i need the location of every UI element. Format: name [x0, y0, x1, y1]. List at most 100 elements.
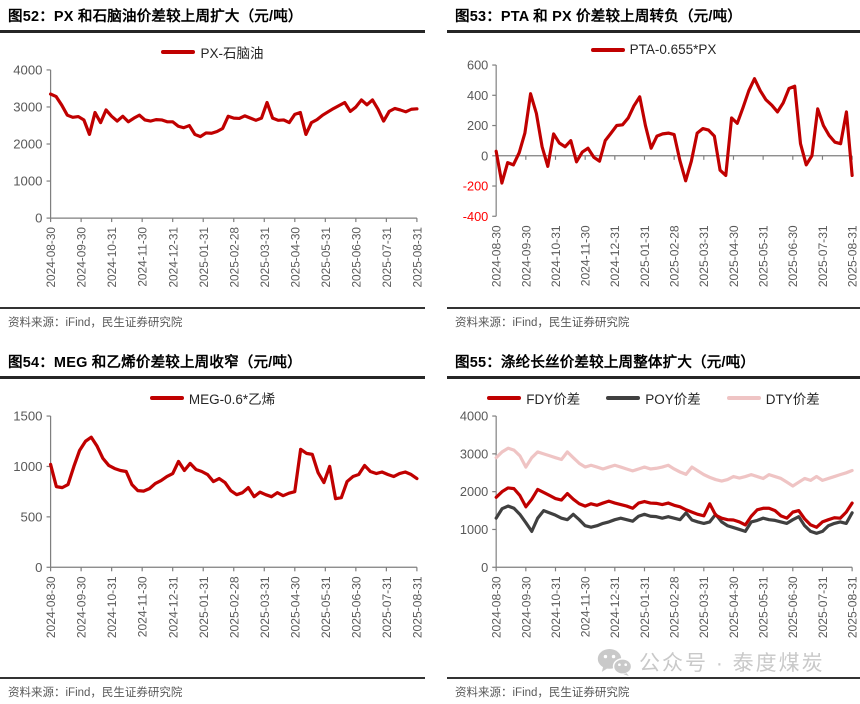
x-tick-label: 2024-11-30 — [579, 225, 593, 286]
x-tick-label: 2025-03-31 — [697, 576, 711, 638]
legend-item: PX-石脑油 — [161, 42, 264, 62]
y-tick-label: -400 — [463, 209, 489, 224]
x-tick-label: 2025-07-31 — [380, 227, 394, 288]
axes: 0 1000 2000 3000 4000 2024-08-30 2024-09-30 202… — [460, 410, 860, 638]
y-tick-label: 2000 — [13, 137, 42, 152]
axes: 0 500 1000 1500 2024-08-30 2024-09-30 2024-10-… — [13, 410, 424, 638]
legend-swatch — [726, 396, 761, 400]
line-chart-pta-px-spread: -400 -200 0 200 400 600 2024-08-30 2024-09-30 20… — [463, 59, 860, 287]
line-chart-px-naphtha-spread: 0 1000 2000 3000 4000 2024-08-30 2024-09-30 202… — [13, 64, 424, 288]
x-tick-label: 2025-05-31 — [319, 576, 333, 638]
x-tick-label: 2024-08-30 — [490, 225, 504, 287]
x-tick-label: 2024-12-31 — [608, 225, 622, 287]
x-tick-label: 2024-09-30 — [75, 227, 89, 288]
legend-label: PTA-0.655*PX — [629, 42, 717, 57]
x-tick-label: 2024-11-30 — [136, 576, 150, 637]
x-tick-label: 2025-04-30 — [288, 227, 302, 288]
legend-item: DTY价差 — [726, 388, 820, 408]
x-tick-label: 2024-10-31 — [105, 576, 119, 638]
figure-panel-52: 图52：PX 和石脑油价差较上周扩大（元/吨） PX-石脑油 0 1000 2000… — [0, 0, 425, 334]
y-tick-label: 1000 — [460, 522, 488, 537]
x-tick-label: 2025-04-30 — [727, 576, 741, 638]
series-MEG-0.6*乙烯 — [48, 435, 419, 501]
x-tick-label: 2025-08-31 — [846, 576, 860, 638]
figure-title: 图55：涤纶长丝价差较上周整体扩大（元/吨） — [447, 346, 860, 379]
legend: PTA-0.655*PX — [447, 42, 860, 57]
y-tick-label: 400 — [467, 88, 488, 103]
y-tick-label: 3000 — [460, 446, 488, 461]
x-tick-label: 2024-10-31 — [549, 576, 563, 638]
source-note: 资料来源：iFind，民生证券研究院 — [0, 307, 425, 334]
x-tick-label: 2024-09-30 — [519, 576, 533, 638]
legend-swatch — [149, 396, 184, 400]
series-PX-石脑油 — [48, 92, 419, 139]
y-tick-label: 0 — [481, 560, 488, 575]
x-tick-label: 2024-12-31 — [166, 227, 180, 288]
source-note: 资料来源：iFind，民生证券研究院 — [0, 677, 425, 704]
y-tick-label: 4000 — [460, 410, 488, 424]
x-tick-label: 2025-04-30 — [727, 225, 741, 287]
legend-label: DTY价差 — [765, 392, 820, 407]
x-tick-label: 2025-01-31 — [197, 576, 211, 638]
x-tick-label: 2024-08-30 — [44, 576, 58, 638]
x-tick-label: 2025-05-31 — [757, 225, 771, 287]
y-tick-label: 0 — [481, 148, 488, 163]
x-tick-label: 2025-02-28 — [668, 225, 682, 287]
y-tick-label: 200 — [467, 118, 488, 133]
x-tick-label: 2024-10-31 — [549, 225, 563, 287]
axes: 0 1000 2000 3000 4000 2024-08-30 2024-09-30 202… — [13, 64, 424, 288]
legend-swatch — [161, 50, 196, 54]
source-note: 资料来源：iFind，民生证券研究院 — [447, 677, 860, 704]
y-tick-label: 4000 — [13, 64, 42, 77]
x-tick-label: 2025-01-31 — [197, 227, 211, 288]
line-chart-polyester-filament-spread: 0 1000 2000 3000 4000 2024-08-30 2024-09-30 202… — [460, 410, 860, 638]
x-tick-label: 2024-11-30 — [579, 576, 593, 637]
x-tick-label: 2024-10-31 — [105, 227, 119, 288]
x-tick-label: 2024-08-30 — [44, 227, 58, 288]
legend-label: PX-石脑油 — [200, 46, 264, 61]
x-tick-label: 2025-06-30 — [349, 576, 363, 638]
legend-item: FDY价差 — [487, 388, 580, 408]
legend: MEG-0.6*乙烯 — [0, 388, 425, 408]
x-tick-label: 2025-02-28 — [227, 227, 241, 288]
figure-title: 图54：MEG 和乙烯价差较上周收窄（元/吨） — [0, 346, 425, 379]
x-tick-label: 2025-02-28 — [227, 576, 241, 638]
y-tick-label: 2000 — [460, 484, 488, 499]
y-tick-label: 3000 — [13, 100, 42, 115]
figure-title: 图53：PTA 和 PX 价差较上周转负（元/吨） — [447, 0, 860, 33]
y-tick-label: 0 — [35, 211, 42, 226]
x-tick-label: 2025-04-30 — [288, 576, 302, 638]
x-tick-label: 2025-06-30 — [349, 227, 363, 288]
series-FDY价差 — [494, 486, 854, 529]
y-tick-label: -200 — [463, 178, 489, 193]
x-tick-label: 2025-07-31 — [380, 576, 394, 638]
y-tick-label: 600 — [467, 59, 488, 73]
legend-swatch — [590, 47, 625, 52]
x-tick-label: 2025-08-31 — [410, 227, 424, 288]
legend-label: POY价差 — [645, 392, 701, 407]
x-tick-label: 2025-08-31 — [846, 225, 860, 287]
figure-title: 图52：PX 和石脑油价差较上周扩大（元/吨） — [0, 0, 425, 33]
y-tick-label: 1000 — [13, 174, 42, 189]
x-tick-label: 2024-12-31 — [166, 576, 180, 638]
x-tick-label: 2025-02-28 — [668, 576, 682, 638]
y-tick-label: 500 — [21, 509, 43, 524]
line-chart-meg-ethylene-spread: 0 500 1000 1500 2024-08-30 2024-09-30 2024-10-… — [13, 410, 424, 638]
x-tick-label: 2025-07-31 — [816, 576, 830, 638]
x-tick-label: 2025-03-31 — [258, 227, 272, 288]
x-tick-label: 2024-08-30 — [490, 576, 504, 638]
figure-panel-53: 图53：PTA 和 PX 价差较上周转负（元/吨） PTA-0.655*PX -… — [447, 0, 860, 334]
x-tick-label: 2024-09-30 — [75, 576, 89, 638]
x-tick-label: 2025-07-31 — [816, 225, 830, 287]
y-tick-label: 1500 — [13, 410, 42, 424]
x-tick-label: 2025-03-31 — [258, 576, 272, 638]
axes: -400 -200 0 200 400 600 2024-08-30 2024-09-30 20… — [463, 59, 860, 287]
x-tick-label: 2024-12-31 — [608, 576, 622, 638]
x-tick-label: 2025-01-31 — [638, 576, 652, 638]
series-POY价差 — [494, 504, 854, 535]
legend: PX-石脑油 — [0, 42, 425, 62]
x-tick-label: 2025-06-30 — [786, 576, 800, 638]
x-tick-label: 2024-09-30 — [519, 225, 533, 287]
legend-swatch — [606, 396, 641, 400]
